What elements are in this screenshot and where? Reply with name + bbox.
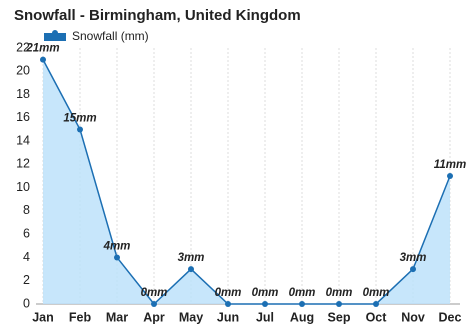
y-tick-label: 18 [16,87,30,101]
chart-title: Snowfall - Birmingham, United Kingdom [14,7,301,24]
data-label: 0mm [252,287,279,299]
x-tick-label: Dec [439,310,462,324]
data-label: 0mm [289,287,316,299]
data-point [188,266,194,273]
data-point [299,301,305,307]
data-point [410,266,416,273]
data-label: 0mm [215,287,242,299]
x-tick-label: Jan [32,310,54,324]
data-point [77,126,83,133]
data-label: 21mm [25,43,59,55]
y-tick-label: 12 [16,157,30,171]
legend-marker [52,30,58,36]
x-tick-label: Apr [143,310,165,324]
x-tick-label: May [179,310,203,324]
legend-label: Snowfall (mm) [72,29,149,43]
data-point [373,301,379,307]
area-fill [43,59,450,304]
data-point [336,301,342,307]
data-point [151,301,157,307]
data-point [114,254,120,261]
data-point [447,173,453,179]
x-tick-label: Jul [256,310,274,324]
x-tick-label: Oct [366,310,388,324]
y-tick-label: 2 [23,273,30,287]
data-label: 0mm [141,287,168,299]
x-tick-label: Jun [217,310,239,324]
x-tick-label: Sep [328,310,351,324]
data-label: 0mm [326,287,353,299]
line [42,59,451,306]
data-label: 15mm [63,112,96,124]
data-point [262,301,268,307]
x-tick-label: Feb [69,310,92,324]
y-tick-label: 0 [23,296,30,310]
y-tick-label: 14 [16,133,30,147]
y-tick-label: 20 [16,64,30,78]
x-tick-label: Aug [290,310,314,324]
data-label: 3mm [178,252,205,264]
x-tick-label: Mar [106,310,128,324]
data-point [40,56,46,63]
x-tick-label: Nov [401,310,425,324]
legend-swatch [44,33,66,41]
y-tick-label: 16 [16,110,30,124]
y-tick-label: 6 [23,226,30,240]
data-label: 0mm [363,287,390,299]
data-point [225,301,231,307]
data-label: 3mm [400,252,427,264]
data-label: 4mm [103,240,131,252]
data-label: 11mm [434,159,466,171]
y-tick-label: 4 [23,250,30,264]
y-tick-label: 22 [16,40,30,54]
y-tick-label: 8 [23,203,30,217]
y-tick-label: 10 [16,180,30,194]
